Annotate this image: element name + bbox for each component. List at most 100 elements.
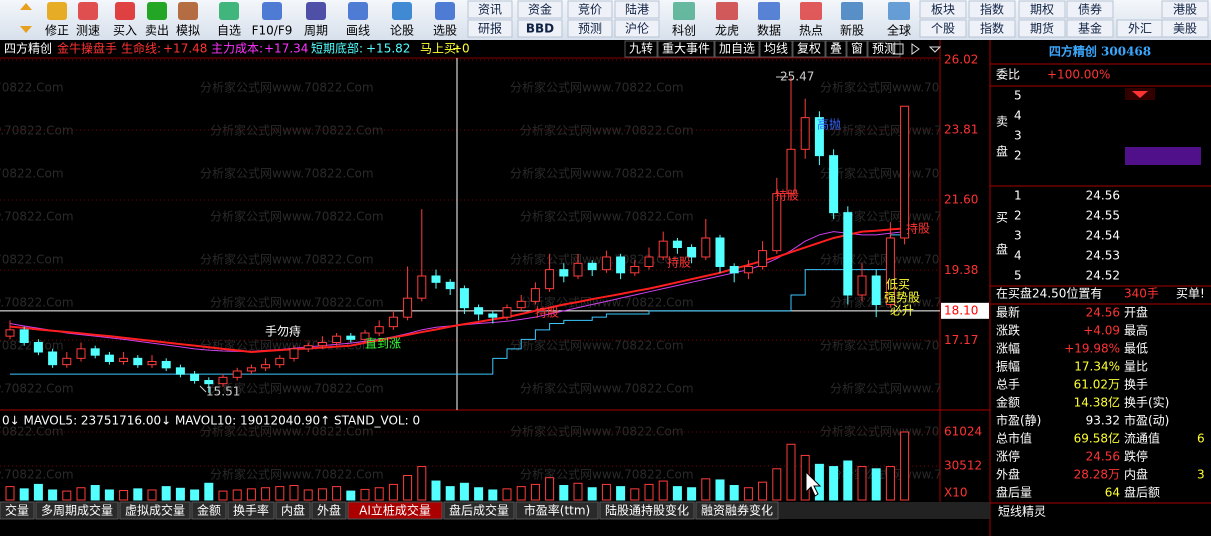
- tool-button[interactable]: 卖出: [145, 24, 169, 38]
- tool-button[interactable]: 新股: [840, 23, 864, 38]
- chart-button[interactable]: [867, 40, 901, 58]
- tool-button[interactable]: 数据: [757, 23, 781, 38]
- tool-button[interactable]: 自选: [217, 24, 241, 38]
- collapse-arrow[interactable]: [1132, 91, 1148, 98]
- market-button[interactable]: [968, 19, 1016, 38]
- tab[interactable]: [599, 501, 695, 520]
- tool-icon[interactable]: [348, 2, 368, 20]
- chart-button-label[interactable]: 复权: [797, 42, 821, 56]
- tool-button[interactable]: 全球: [887, 23, 911, 38]
- tool-button[interactable]: 论股: [390, 24, 414, 38]
- tool-icon[interactable]: [219, 2, 239, 20]
- tool-icon[interactable]: [800, 2, 822, 20]
- tool-button[interactable]: 修正: [45, 23, 69, 38]
- market-button-label[interactable]: 外汇: [1128, 22, 1152, 36]
- tool-icon[interactable]: [306, 2, 326, 20]
- chart-button-label[interactable]: 叠: [830, 42, 842, 56]
- chart-button-label[interactable]: 加自选: [719, 42, 755, 56]
- tool-button[interactable]: 买入: [113, 24, 137, 38]
- tool-button[interactable]: 画线: [346, 24, 370, 38]
- tab[interactable]: [311, 501, 347, 520]
- market-button-label[interactable]: 期权: [1030, 3, 1054, 17]
- market-button[interactable]: [1161, 19, 1209, 38]
- tab[interactable]: [191, 501, 227, 520]
- window-icons[interactable]: [892, 43, 942, 55]
- tab-label[interactable]: 外盘: [317, 503, 341, 518]
- tab[interactable]: [119, 501, 191, 520]
- tool-button[interactable]: 龙虎: [715, 24, 739, 38]
- grid-button[interactable]: [517, 19, 563, 38]
- tab-label[interactable]: 内盘: [281, 503, 305, 518]
- market-button[interactable]: [1018, 19, 1066, 38]
- market-button-label[interactable]: 板块: [931, 3, 955, 17]
- grid-button-label[interactable]: BBD: [526, 22, 554, 36]
- tool-icon[interactable]: [47, 2, 67, 20]
- tab[interactable]: [227, 501, 275, 520]
- tool-icon[interactable]: [147, 2, 167, 20]
- tab-label[interactable]: AI立桩成交量: [359, 503, 431, 518]
- tab-label[interactable]: 陆股通持股变化: [605, 503, 689, 518]
- market-button[interactable]: [919, 19, 967, 38]
- chart-button-label[interactable]: 均线: [764, 42, 788, 56]
- tab-label[interactable]: 多周期成交量: [41, 503, 113, 518]
- tab-label[interactable]: 虚拟成交量: [125, 503, 185, 518]
- tool-button[interactable]: F10/F9: [252, 24, 293, 38]
- market-button-label[interactable]: 个股: [931, 22, 955, 36]
- market-button[interactable]: [1161, 0, 1209, 19]
- market-button-label[interactable]: 指数: [980, 21, 1004, 36]
- tab[interactable]: [347, 501, 443, 520]
- chart-button[interactable]: [759, 40, 793, 58]
- tab-label[interactable]: 盘后成交量: [449, 503, 509, 518]
- tool-icon[interactable]: [888, 2, 910, 20]
- tool-icon[interactable]: [115, 2, 135, 20]
- tab-label[interactable]: 市盈率(ttm): [524, 503, 590, 518]
- tool-icon[interactable]: [841, 2, 863, 20]
- chart-button-label[interactable]: 九转: [629, 41, 653, 56]
- tab[interactable]: [443, 501, 515, 520]
- tab-label[interactable]: 交量: [5, 503, 29, 518]
- chart-button[interactable]: [825, 40, 847, 58]
- market-button[interactable]: [968, 0, 1016, 19]
- tool-icon[interactable]: [262, 2, 282, 20]
- tool-button[interactable]: 周期: [304, 24, 328, 38]
- tool-button[interactable]: 科创: [672, 24, 696, 38]
- grid-button-label[interactable]: 沪伦: [625, 21, 649, 36]
- grid-button-label[interactable]: 资讯: [478, 3, 502, 17]
- chart-button-label[interactable]: 重大事件: [662, 42, 710, 56]
- grid-button[interactable]: [467, 0, 513, 19]
- market-button[interactable]: [919, 0, 967, 19]
- tool-icon[interactable]: [673, 2, 695, 20]
- tab[interactable]: [0, 501, 35, 520]
- chart-button[interactable]: [714, 40, 760, 58]
- grid-button-label[interactable]: 资金: [528, 2, 552, 17]
- tab[interactable]: [695, 501, 779, 520]
- chart-button[interactable]: [624, 40, 658, 58]
- market-button[interactable]: [1018, 0, 1066, 19]
- tab[interactable]: [35, 501, 119, 520]
- market-button-label[interactable]: 指数: [980, 2, 1004, 17]
- grid-button[interactable]: [567, 19, 613, 38]
- tool-icon[interactable]: [758, 2, 780, 20]
- grid-button[interactable]: [614, 0, 660, 19]
- tab-label[interactable]: 金额: [197, 503, 221, 518]
- grid-button[interactable]: [567, 0, 613, 19]
- tool-button[interactable]: 热点: [799, 24, 823, 38]
- grid-button[interactable]: [614, 19, 660, 38]
- tool-button[interactable]: 选股: [433, 24, 457, 38]
- chart-button[interactable]: [846, 40, 868, 58]
- market-button-label[interactable]: 基金: [1078, 21, 1102, 36]
- tool-icon[interactable]: [435, 2, 455, 20]
- tool-button[interactable]: 模拟: [176, 24, 200, 38]
- grid-button[interactable]: [517, 0, 563, 19]
- market-button-label[interactable]: 期货: [1030, 21, 1054, 36]
- market-button-label[interactable]: 债券: [1078, 2, 1102, 17]
- tab-label[interactable]: 融资融券变化: [701, 503, 773, 518]
- chart-button[interactable]: [792, 40, 826, 58]
- grid-button-label[interactable]: 预测: [578, 22, 602, 36]
- tool-icon[interactable]: [178, 2, 198, 20]
- market-button-label[interactable]: 港股: [1173, 3, 1197, 17]
- market-button[interactable]: [1066, 19, 1114, 38]
- tool-icon[interactable]: [716, 2, 738, 20]
- tool-icon[interactable]: [392, 2, 412, 20]
- market-button[interactable]: [1066, 0, 1114, 19]
